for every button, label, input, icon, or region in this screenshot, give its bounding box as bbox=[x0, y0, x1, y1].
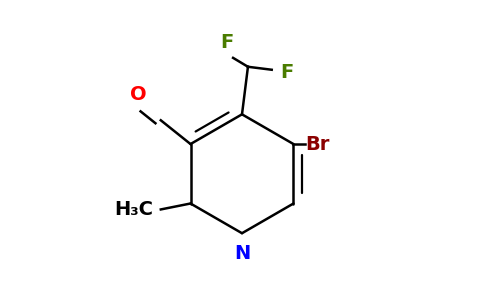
Text: N: N bbox=[234, 244, 250, 262]
Text: Br: Br bbox=[305, 135, 330, 154]
Text: H₃C: H₃C bbox=[114, 200, 153, 219]
Text: O: O bbox=[130, 85, 147, 104]
Text: F: F bbox=[221, 33, 234, 52]
Text: F: F bbox=[281, 63, 294, 82]
